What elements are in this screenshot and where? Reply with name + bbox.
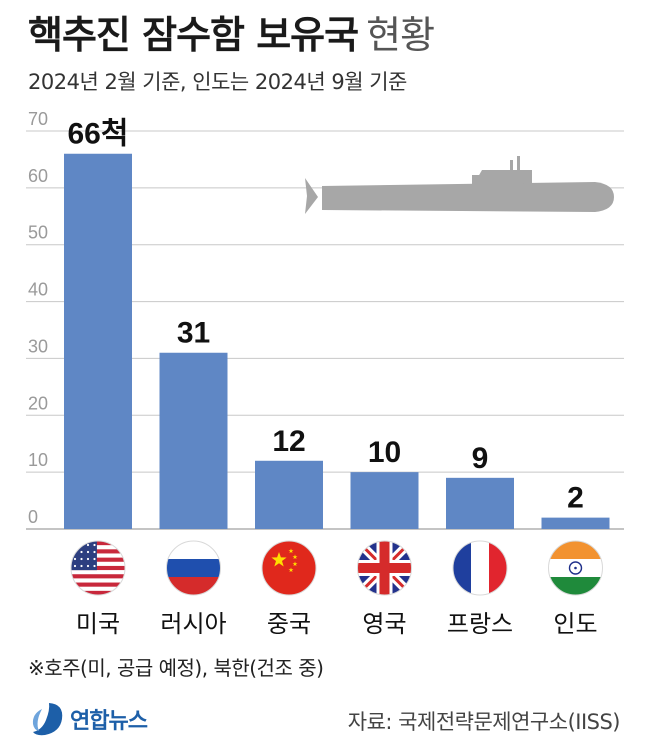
russia-flag-icon — [166, 540, 221, 596]
y-tick-label: 50 — [28, 223, 48, 243]
logo: 연합뉴스 — [28, 700, 148, 738]
flags — [70, 540, 603, 596]
data-label: 10 — [368, 436, 401, 469]
data-label: 66척 — [68, 118, 129, 151]
category-label: 러시아 — [160, 610, 226, 638]
data-label: 2 — [567, 482, 584, 515]
category-label: 영국 — [362, 610, 406, 638]
category-labels: 미국 러시아 중국 영국 프랑스 인도 — [76, 610, 598, 638]
bar — [159, 352, 228, 529]
bar — [350, 472, 419, 529]
y-tick-label: 0 — [28, 507, 38, 527]
us-flag-icon — [70, 540, 126, 596]
chart-subtitle: 2024년 2월 기준, 인도는 2024년 9월 기준 — [28, 70, 407, 94]
title-suffix: 현황 — [366, 13, 435, 57]
france-flag-icon — [452, 540, 508, 596]
category-label: 프랑스 — [447, 610, 513, 638]
bar — [446, 477, 514, 529]
china-flag-icon — [261, 540, 317, 596]
source-text: 자료: 국제전략문제연구소(IISS) — [347, 710, 621, 734]
data-labels: 66척 31 12 10 9 2 — [68, 118, 584, 515]
data-label: 9 — [472, 442, 489, 475]
chart-title: 핵추진 잠수함 보유국 현황 — [28, 4, 435, 59]
category-label: 중국 — [267, 610, 311, 638]
yonhap-logo-icon — [32, 703, 63, 736]
data-label: 12 — [272, 425, 305, 458]
category-label: 인도 — [553, 610, 597, 638]
y-tick-label: 70 — [28, 109, 48, 129]
bar — [64, 153, 132, 529]
data-label: 31 — [177, 317, 210, 350]
bar-chart: 0 10 20 30 40 50 60 70 66척 31 12 10 9 2 미국 러시아 중국 영국 프랑스… — [26, 109, 624, 638]
footnote: ※호주(미, 공급 예정), 북한(건조 중) — [28, 656, 324, 680]
india-flag-icon — [548, 540, 603, 596]
y-axis-ticks: 0 10 20 30 40 50 60 70 — [28, 109, 48, 527]
title-main: 핵추진 잠수함 보유국 — [28, 13, 359, 57]
uk-flag-icon — [357, 540, 412, 596]
y-tick-label: 40 — [28, 280, 48, 300]
bar — [255, 460, 323, 529]
y-tick-label: 10 — [28, 450, 48, 470]
submarine-icon — [305, 156, 614, 214]
bar — [541, 517, 610, 529]
y-tick-label: 30 — [28, 336, 48, 356]
logo-text: 연합뉴스 — [70, 709, 148, 734]
category-label: 미국 — [76, 610, 120, 638]
y-tick-label: 20 — [28, 393, 48, 413]
y-tick-label: 60 — [28, 166, 48, 186]
bars — [64, 153, 610, 529]
